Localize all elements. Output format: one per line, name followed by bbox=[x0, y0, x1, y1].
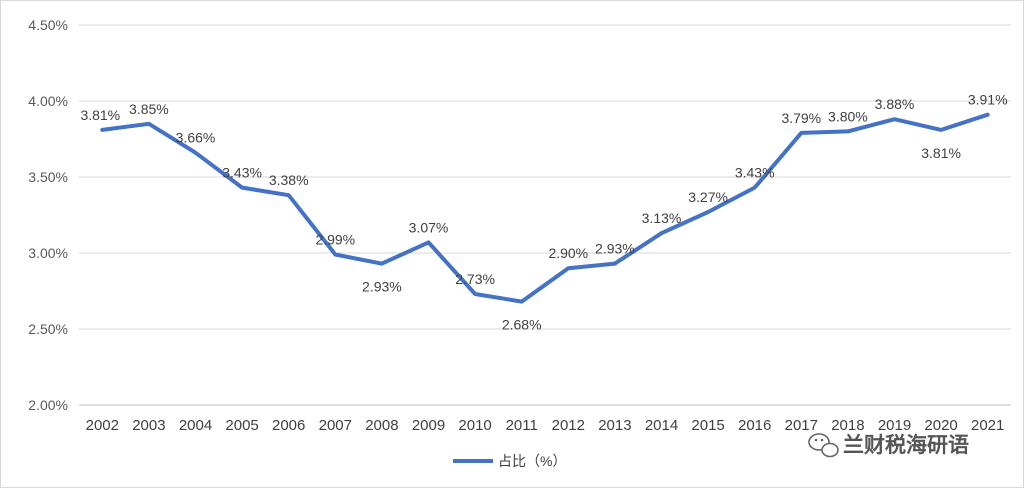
x-axis: 2002 2003 2004 2005 2006 2007 2008 2009 2010 2011… bbox=[86, 417, 1005, 434]
data-label: 3.81% bbox=[80, 107, 120, 123]
x-tick-label: 2013 bbox=[598, 417, 631, 434]
data-label: 3.79% bbox=[781, 110, 821, 126]
gridlines bbox=[79, 24, 1011, 406]
watermark: 兰财税海研语 bbox=[808, 433, 969, 458]
data-label: 2.90% bbox=[548, 245, 588, 261]
x-tick-label: 2003 bbox=[132, 417, 165, 434]
legend: 占比（%） bbox=[453, 453, 566, 469]
data-label: 3.91% bbox=[968, 92, 1008, 108]
data-label: 3.13% bbox=[642, 210, 682, 226]
x-tick-label: 2007 bbox=[319, 417, 352, 434]
y-tick-label: 3.00% bbox=[28, 245, 68, 261]
y-tick-label: 3.50% bbox=[28, 169, 68, 185]
y-tick-label: 2.00% bbox=[28, 397, 68, 413]
data-label: 2.73% bbox=[455, 271, 495, 287]
y-axis: 2.00% 2.50% 3.00% 3.50% 4.00% 4.50% bbox=[28, 17, 68, 413]
data-label: 2.93% bbox=[362, 279, 402, 295]
data-label: 3.88% bbox=[875, 96, 915, 112]
x-tick-label: 2002 bbox=[86, 417, 119, 434]
data-label: 3.38% bbox=[269, 172, 309, 188]
data-label: 3.43% bbox=[222, 165, 262, 181]
x-tick-label: 2017 bbox=[785, 417, 818, 434]
x-tick-label: 2014 bbox=[645, 417, 678, 434]
data-label: 3.66% bbox=[176, 130, 216, 146]
data-label: 2.99% bbox=[315, 232, 355, 248]
x-tick-label: 2005 bbox=[225, 417, 258, 434]
series-line bbox=[100, 112, 990, 304]
x-tick-label: 2021 bbox=[971, 417, 1004, 434]
data-label: 3.07% bbox=[409, 219, 449, 235]
data-label: 2.93% bbox=[595, 241, 635, 257]
series-group bbox=[100, 112, 990, 304]
y-tick-label: 4.00% bbox=[28, 93, 68, 109]
data-label: 3.81% bbox=[921, 145, 961, 161]
x-tick-label: 2008 bbox=[365, 417, 398, 434]
data-labels: 3.81% 3.85% 3.66% 3.43% 3.38% 2.99% 2.93% 3.07%… bbox=[80, 92, 1007, 333]
data-label: 3.43% bbox=[735, 165, 775, 181]
y-tick-label: 2.50% bbox=[28, 321, 68, 337]
legend-label: 占比（%） bbox=[498, 453, 566, 469]
x-tick-label: 2019 bbox=[878, 417, 911, 434]
x-tick-label: 2011 bbox=[506, 417, 538, 434]
data-label: 3.80% bbox=[828, 108, 868, 124]
data-label: 3.27% bbox=[688, 189, 728, 205]
x-tick-label: 2015 bbox=[691, 417, 724, 434]
x-tick-label: 2018 bbox=[831, 417, 864, 434]
x-tick-label: 2012 bbox=[552, 417, 585, 434]
y-tick-label: 4.50% bbox=[28, 17, 68, 33]
wechat-icon bbox=[808, 433, 839, 458]
x-tick-label: 2004 bbox=[179, 417, 212, 434]
data-label: 3.85% bbox=[129, 101, 169, 117]
x-tick-label: 2016 bbox=[738, 417, 771, 434]
x-tick-label: 2020 bbox=[924, 417, 957, 434]
watermark-text: 兰财税海研语 bbox=[843, 433, 969, 457]
data-label: 2.68% bbox=[502, 317, 542, 333]
x-tick-label: 2010 bbox=[458, 417, 491, 434]
x-tick-label: 2006 bbox=[272, 417, 305, 434]
x-tick-label: 2009 bbox=[412, 417, 445, 434]
